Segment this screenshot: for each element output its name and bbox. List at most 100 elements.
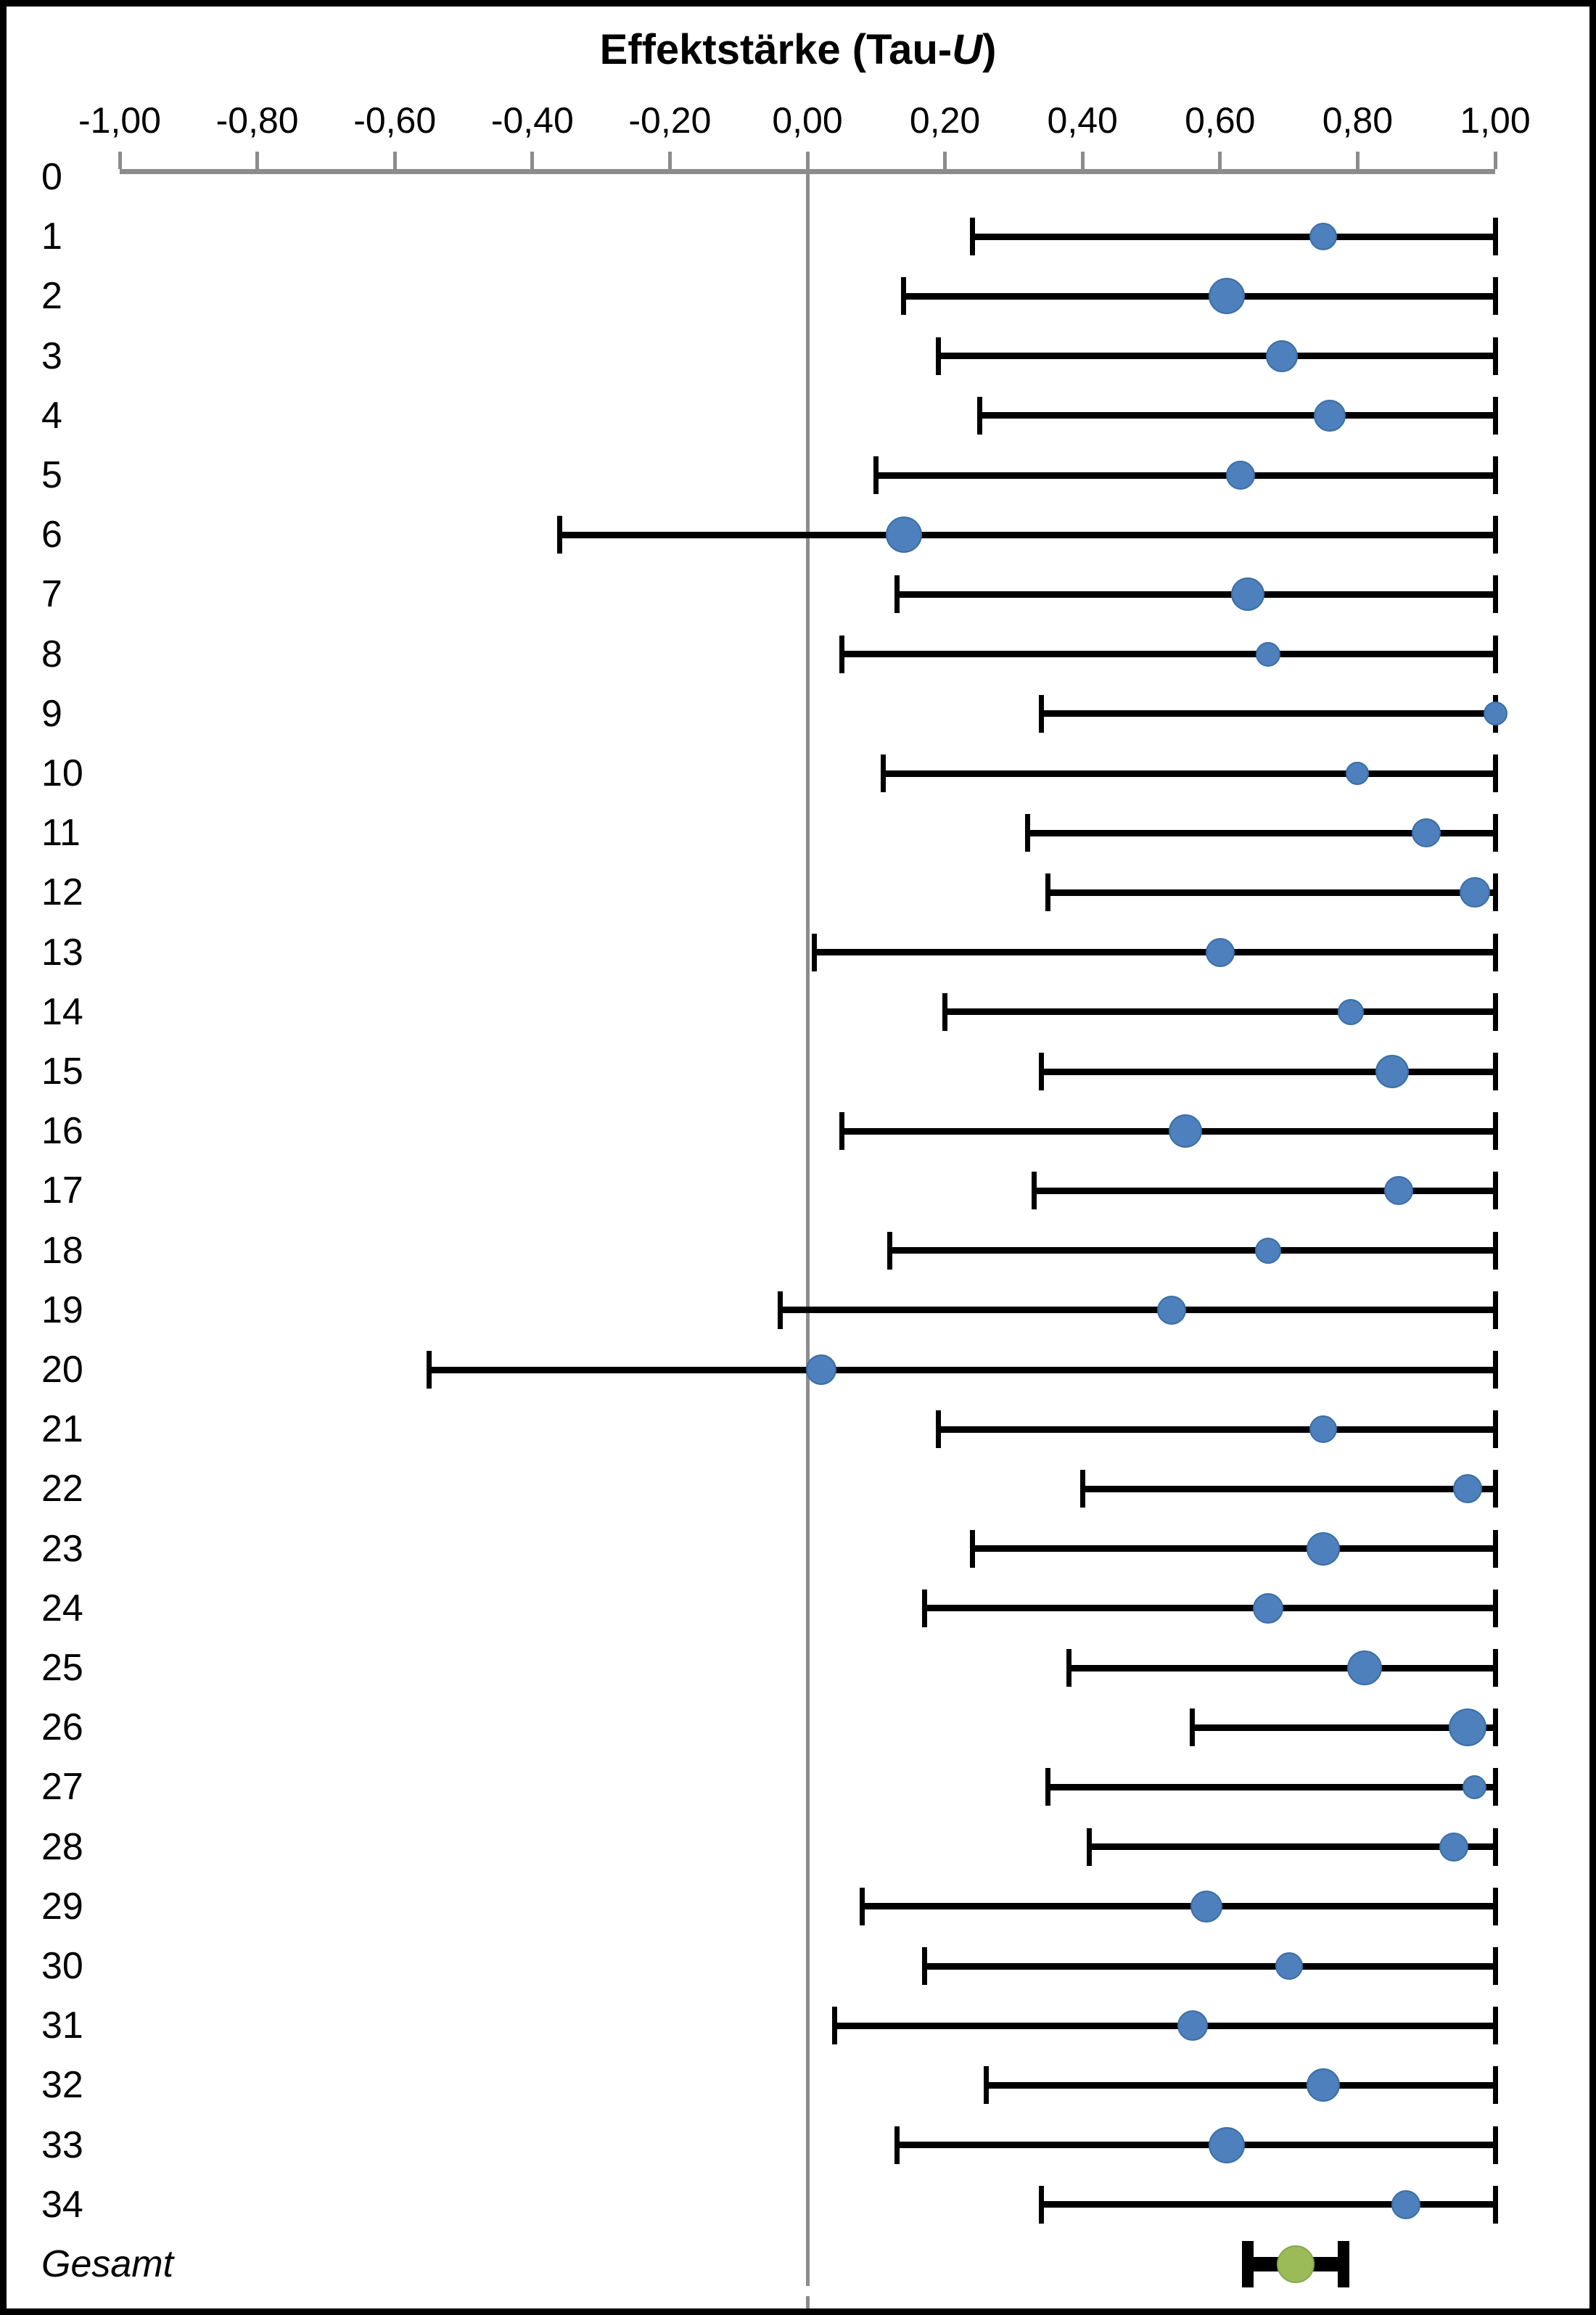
ci-bar [1048, 889, 1495, 896]
ci-cap-left [1066, 1649, 1071, 1687]
row-label-14: 14 [41, 990, 83, 1033]
ci-cap-right [1492, 1291, 1498, 1329]
row-label-11: 11 [41, 812, 81, 855]
ci-cap-right [1492, 992, 1498, 1031]
study-effect-point [1275, 1952, 1303, 1980]
ci-bar [938, 353, 1495, 360]
ci-cap-left [983, 2066, 989, 2105]
row-label-25: 25 [41, 1647, 83, 1689]
row-label-31: 31 [41, 2004, 83, 2047]
row-label-gesamt: Gesamt [41, 2243, 174, 2285]
study-effect-point [1169, 1114, 1203, 1148]
x-tick-label: 0,40 [1047, 100, 1118, 141]
ci-cap-right [1492, 575, 1498, 614]
study-effect-point [1384, 1176, 1414, 1206]
ci-cap-right [1492, 1410, 1498, 1449]
ci-cap-right [1492, 814, 1498, 852]
row-label-19: 19 [41, 1288, 83, 1331]
ci-cap-left [921, 1947, 927, 1985]
row-label-21: 21 [41, 1408, 83, 1451]
study-effect-point [1391, 2189, 1420, 2219]
ci-bar [972, 233, 1495, 240]
ci-bar [834, 2022, 1495, 2029]
ci-bar [889, 1247, 1495, 1254]
row-label-23: 23 [41, 1527, 83, 1570]
study-effect-point [805, 1354, 836, 1385]
chart-title: Effektstärke (Tau-U) [599, 26, 997, 73]
x-axis-tick [1355, 152, 1360, 169]
study-effect-point [1314, 399, 1346, 432]
ci-bar [876, 472, 1495, 479]
study-effect-point [1463, 1775, 1487, 1799]
study-effect-point [1307, 1531, 1340, 1566]
ci-cap-left [839, 1112, 844, 1151]
ci-bar [979, 412, 1495, 419]
ci-cap-right [1492, 2185, 1498, 2224]
ci-cap-right [1492, 2126, 1498, 2164]
row-label-30: 30 [41, 1945, 83, 1987]
row-label-6: 6 [41, 514, 62, 556]
row-label-18: 18 [41, 1229, 83, 1272]
ci-cap-left [860, 1887, 865, 1925]
x-tick-label: -0,20 [628, 100, 712, 141]
x-tick-label: 0,60 [1185, 100, 1256, 141]
study-effect-point [1459, 877, 1490, 908]
study-effect-point [1412, 818, 1441, 848]
ci-cap-right [1492, 1947, 1498, 1985]
row-label-7: 7 [41, 573, 62, 616]
study-effect-point [1205, 937, 1235, 967]
ci-bar [1089, 1843, 1495, 1851]
study-effect-point [1309, 1415, 1337, 1444]
ci-cap-right [1492, 456, 1498, 494]
row-label-28: 28 [41, 1825, 83, 1868]
study-effect-point [1346, 762, 1370, 785]
ci-bar [1082, 1485, 1495, 1492]
row-label-1: 1 [41, 215, 62, 258]
ci-bar [1069, 1664, 1495, 1672]
ci-bar [780, 1307, 1495, 1314]
ci-cap-left [1079, 1470, 1085, 1508]
ci-cap-right [1492, 933, 1498, 971]
ci-cap-right [1492, 1529, 1498, 1568]
ci-cap-right [1492, 1112, 1498, 1151]
row-label-0: 0 [41, 156, 62, 198]
row-label-3: 3 [41, 334, 62, 377]
x-tick-label: 0,80 [1322, 100, 1394, 141]
study-effect-point [1253, 1592, 1284, 1624]
ci-cap-right [1338, 2241, 1350, 2287]
x-axis-tick [805, 152, 810, 169]
ci-cap-right [1492, 1887, 1498, 1925]
ci-cap-right [1492, 337, 1498, 375]
ci-cap-right [1492, 1709, 1498, 1747]
ci-cap-left [427, 1351, 432, 1389]
ci-bar [986, 2081, 1495, 2089]
ci-cap-left [1190, 1709, 1196, 1747]
ci-cap-left [832, 2007, 838, 2045]
study-effect-point [1157, 1295, 1187, 1325]
ci-cap-left [976, 396, 982, 435]
ci-bar [1192, 1724, 1495, 1731]
ci-cap-right [1492, 1172, 1498, 1210]
ci-bar [924, 1962, 1495, 1970]
x-axis-tick [255, 152, 260, 169]
ci-bar [429, 1366, 1495, 1373]
ci-cap-left [1241, 2241, 1254, 2287]
row-label-27: 27 [41, 1766, 83, 1809]
row-label-24: 24 [41, 1587, 83, 1629]
ci-cap-left [970, 218, 976, 256]
study-effect-point [1256, 641, 1281, 667]
row-label-17: 17 [41, 1169, 83, 1212]
x-axis-tick [1218, 152, 1222, 169]
ci-cap-right [1492, 754, 1498, 792]
ci-cap-left [1087, 1827, 1093, 1866]
ci-cap-left [894, 2126, 900, 2164]
study-effect-point [1266, 340, 1299, 372]
ci-cap-left [1032, 1172, 1037, 1210]
ci-cap-right [1492, 1053, 1498, 1090]
ci-cap-left [935, 1410, 941, 1449]
row-label-9: 9 [41, 692, 62, 735]
row-label-20: 20 [41, 1349, 83, 1391]
x-axis-line [120, 169, 1495, 174]
study-effect-point [1453, 1474, 1483, 1504]
ci-cap-left [1038, 694, 1044, 733]
